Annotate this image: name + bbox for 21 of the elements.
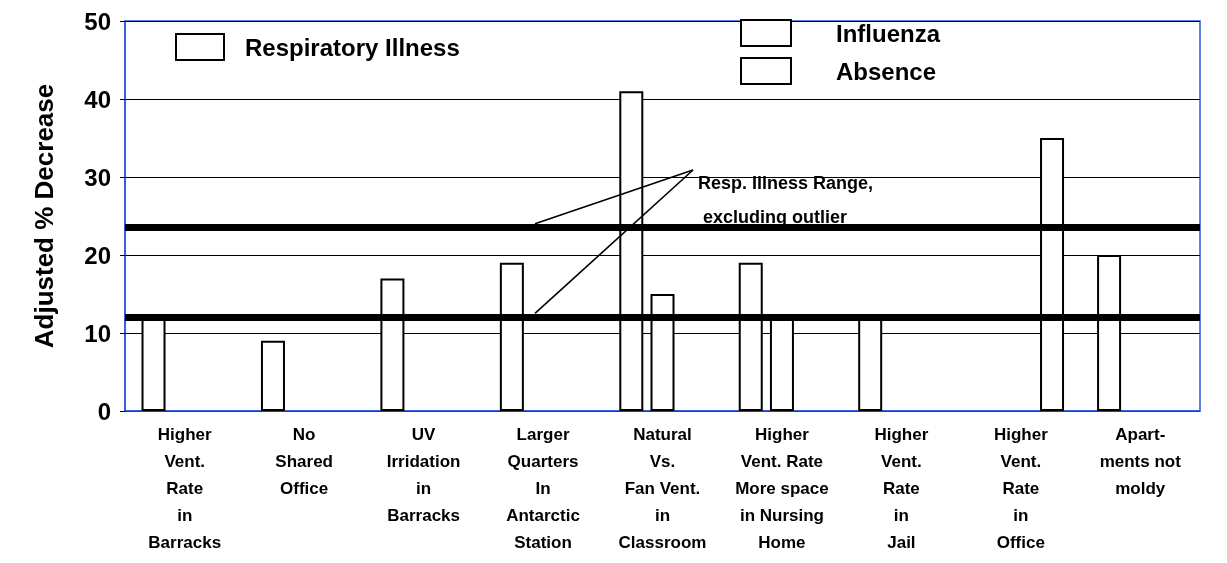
y-tick-label: 10 [84, 319, 111, 347]
y-tick-label: 40 [84, 85, 111, 113]
x-tick-label: UV Irridation in Barracks [386, 425, 461, 525]
y-tick-label: 50 [84, 7, 111, 35]
annotation: Resp. Illness Range, excluding outlier [698, 173, 874, 227]
y-tick-label: 20 [84, 241, 111, 269]
x-tick-label: Higher Vent. Rate More space in Nursing Home [735, 425, 829, 552]
y-tick-label: 30 [84, 163, 111, 191]
x-tick-label: Apart- ments not moldy [1099, 425, 1182, 498]
legend-label: Absence [836, 57, 937, 85]
y-tick-label: 0 [97, 397, 111, 425]
y-axis-title: Adjusted % Decrease [29, 83, 59, 349]
x-tick-label: Larger Quarters In Antarctic Station [506, 425, 580, 552]
legend-label: Influenza [836, 19, 941, 47]
x-tick-label: Higher Vent. Rate in Barracks [148, 425, 222, 552]
x-tick-label: Higher Vent. Rate in Office [993, 425, 1049, 552]
bar [260, 340, 285, 411]
legend-label: Respiratory Illness [245, 33, 460, 61]
x-tick-label: No Shared Office [275, 425, 333, 498]
x-tick-label: Natural Vs. Fan Vent. in Classroom [618, 425, 707, 552]
x-tick-label: Higher Vent. Rate in Jail [874, 425, 929, 552]
